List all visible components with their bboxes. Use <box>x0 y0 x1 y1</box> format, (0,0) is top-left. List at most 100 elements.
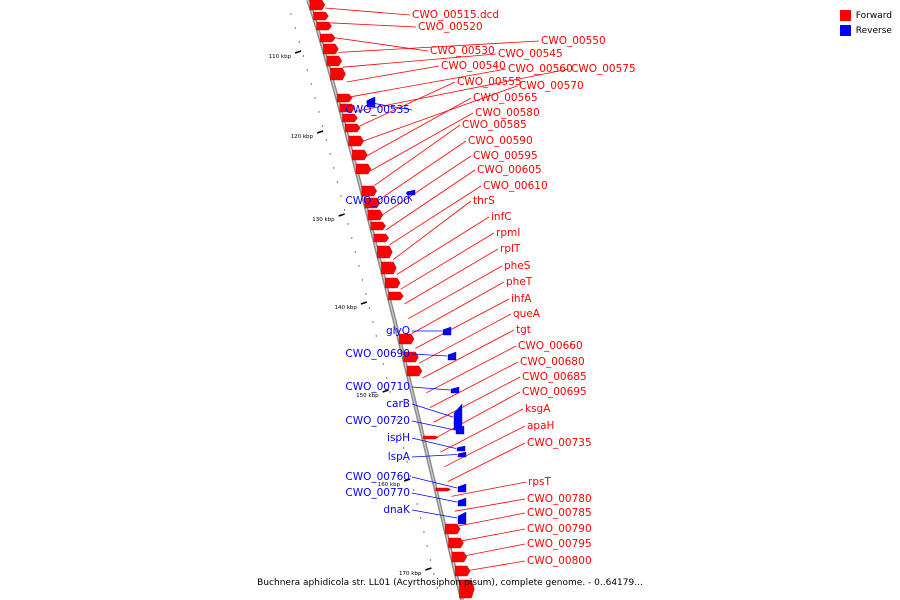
forward-leader <box>377 140 467 201</box>
forward-gene-label: CWO_00595 <box>473 150 538 162</box>
forward-gene-label: CWO_00800 <box>527 555 592 567</box>
reverse-leader <box>411 403 454 418</box>
reverse-gene-label: CWO_00690 <box>345 348 410 360</box>
forward-leader <box>338 40 540 53</box>
major-tick <box>425 567 432 571</box>
forward-gene-label: CWO_00550 <box>541 35 606 47</box>
reverse-gene-block <box>447 351 457 361</box>
kbp-ticks: 110 kbp 120 kbp 130 kbp 140 kbp 150 kbp 160 k… <box>269 13 438 589</box>
minor-tick <box>306 69 308 71</box>
tick-label: 140 kbp <box>334 305 357 311</box>
forward-gene-label: CWO_00610 <box>483 180 548 192</box>
forward-gene-label: CWO_00695 <box>522 386 587 398</box>
forward-leader <box>354 68 570 112</box>
forward-gene-label: rpmI <box>496 227 520 239</box>
forward-leader <box>358 81 456 127</box>
minor-tick <box>372 321 374 323</box>
forward-gene-block <box>388 291 404 301</box>
minor-tick <box>375 335 377 337</box>
forward-gene-label: CWO_00515.dcd <box>412 9 499 21</box>
minor-tick <box>361 279 364 281</box>
minor-tick <box>325 139 328 141</box>
forward-leader <box>389 185 482 246</box>
forward-gene-label: CWO_00580 <box>475 107 540 119</box>
forward-gene-label: tgt <box>516 324 531 336</box>
minor-tick <box>429 559 432 561</box>
forward-gene-block <box>406 365 423 377</box>
reverse-gene-block <box>457 511 467 525</box>
minor-tick <box>409 475 412 477</box>
forward-gene-label: apaH <box>527 420 554 432</box>
forward-gene-block <box>373 233 390 243</box>
legend-reverse: Reverse <box>839 23 892 38</box>
forward-leader <box>465 543 526 556</box>
minor-tick <box>358 265 360 267</box>
minor-tick <box>433 573 435 575</box>
minor-tick <box>343 209 346 211</box>
minor-tick <box>419 517 422 519</box>
forward-leader <box>468 560 526 571</box>
reverse-gene-label: lspA <box>388 451 411 463</box>
minor-tick <box>290 13 292 15</box>
forward-gene-block <box>309 0 326 11</box>
forward-gene-label: ksgA <box>525 403 551 415</box>
forward-gene-label: CWO_00790 <box>527 523 592 535</box>
forward-leader <box>393 200 472 260</box>
genome-caption: Buchnera aphidicola str. LL01 (Acyrthosi… <box>257 578 643 588</box>
reverse-gene-label: CWO_00770 <box>345 487 410 499</box>
reverse-gene-block <box>456 445 466 452</box>
minor-tick <box>382 363 384 365</box>
forward-gene-label: CWO_00605 <box>477 164 542 176</box>
forward-leader <box>329 22 417 28</box>
forward-gene-label: pheT <box>506 276 533 288</box>
forward-gene-label: CWO_00735 <box>527 437 592 449</box>
reverse-leader <box>411 476 458 489</box>
forward-leader <box>333 37 429 52</box>
forward-gene-label: CWO_00520 <box>418 21 483 33</box>
reverse-leader <box>411 437 457 449</box>
forward-gene-block <box>323 43 339 55</box>
minor-tick <box>298 41 300 43</box>
reverse-gene-block <box>457 497 467 507</box>
major-tick <box>403 478 411 482</box>
minor-tick <box>406 461 408 463</box>
forward-gene-block <box>384 277 401 289</box>
forward-gene-block <box>444 523 461 535</box>
minor-tick <box>379 349 381 351</box>
reverse-leader <box>411 509 458 519</box>
forward-gene-block <box>319 33 336 43</box>
minor-tick <box>333 167 335 169</box>
forward-gene-label: rpsT <box>528 476 551 488</box>
forward-leader <box>370 112 474 172</box>
reverse-strand: CWO_00535 CWO_00600 glyQ CWO_00690 CWO_00710… <box>345 96 467 525</box>
reverse-leader <box>411 420 456 431</box>
forward-gene-label: CWO_00545 <box>498 48 563 60</box>
minor-tick <box>389 391 391 393</box>
minor-tick <box>368 307 371 309</box>
forward-gene-block <box>454 565 471 577</box>
forward-gene-block <box>422 435 439 440</box>
forward-gene-block <box>348 135 364 147</box>
forward-gene-block <box>339 103 356 113</box>
minor-tick <box>365 293 367 295</box>
forward-leader <box>461 528 526 542</box>
forward-leader <box>433 376 521 423</box>
forward-gene-block <box>451 551 468 563</box>
reverse-leader <box>411 454 458 458</box>
reverse-gene-block <box>457 483 467 493</box>
forward-leader <box>350 68 507 98</box>
minor-tick <box>340 195 342 197</box>
forward-gene-label: CWO_00785 <box>527 507 592 519</box>
minor-tick <box>386 377 388 379</box>
forward-gene-label: CWO_00575 <box>571 63 636 75</box>
forward-gene-label: infC <box>491 211 512 223</box>
minor-tick <box>403 447 405 449</box>
minor-tick <box>351 237 353 239</box>
forward-gene-block <box>377 245 393 259</box>
forward-gene-block <box>344 123 361 133</box>
forward-gene-label: pheS <box>504 260 531 272</box>
reverse-leader <box>411 492 458 503</box>
forward-gene-label: rplT <box>500 243 521 255</box>
forward-gene-block <box>381 261 397 275</box>
